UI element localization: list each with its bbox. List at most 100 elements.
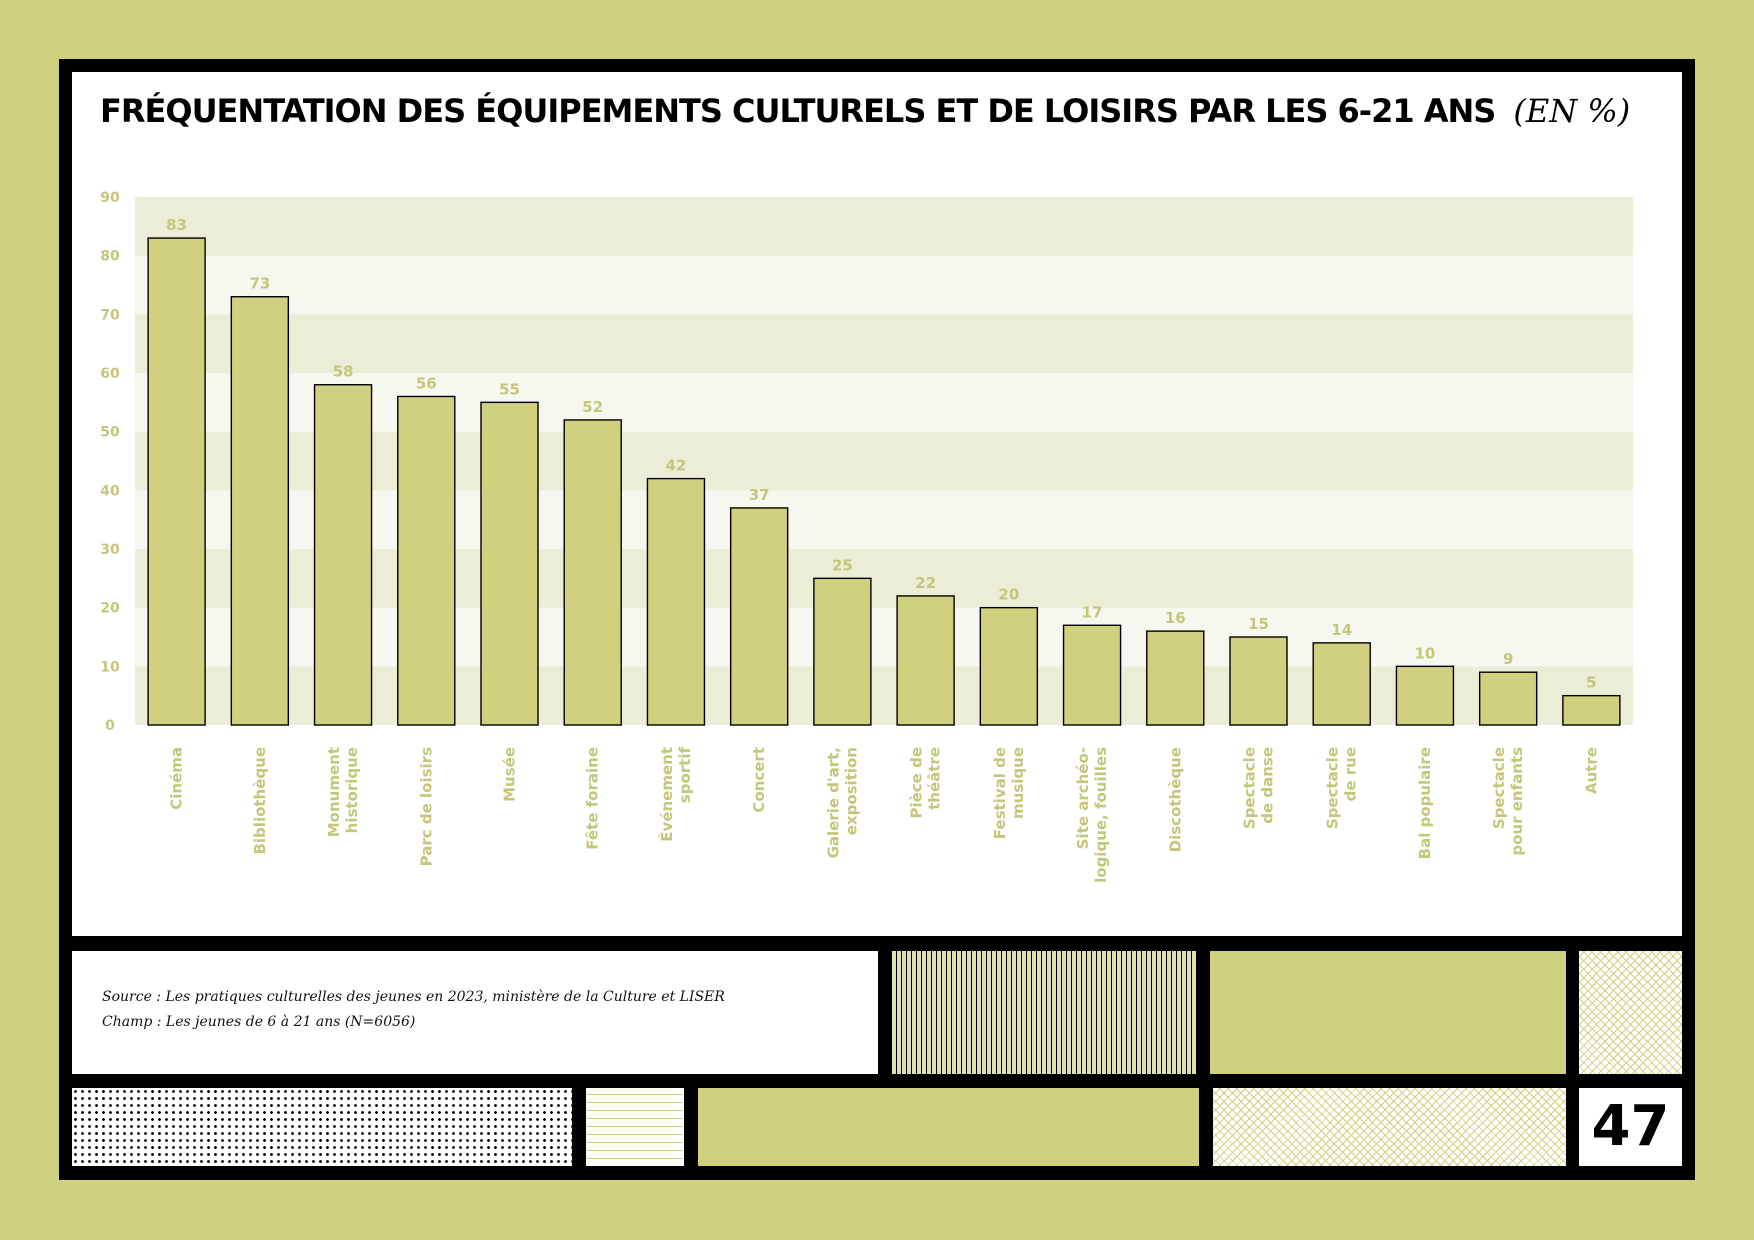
x-tick-label-line: Fête foraine <box>584 747 602 850</box>
data-label: 17 <box>1082 603 1103 621</box>
data-label: 16 <box>1165 609 1186 627</box>
data-label: 25 <box>832 556 853 574</box>
x-tick-label-line: Pièce de <box>908 747 926 819</box>
bar <box>1062 624 1122 726</box>
data-label: 73 <box>249 275 270 293</box>
data-label: 37 <box>749 486 770 504</box>
wavy-tile <box>586 1088 684 1166</box>
zigzag-tile-bottom <box>1213 1088 1566 1166</box>
striped-tile <box>891 951 1197 1074</box>
data-label: 42 <box>666 457 687 475</box>
green-tile-bottom <box>698 1088 1199 1166</box>
data-label: 56 <box>416 374 437 392</box>
y-tick-label: 20 <box>100 601 120 617</box>
data-label: 15 <box>1248 615 1269 633</box>
x-tick-label-line: Festival de <box>991 747 1009 839</box>
bar <box>1229 636 1288 726</box>
x-tick-label: Spectacle de rue <box>1324 747 1360 829</box>
dotted-tile <box>72 1088 572 1166</box>
y-tick-label: 10 <box>100 659 120 675</box>
grid-band <box>135 607 1633 667</box>
x-tick-label: Bibliothèque <box>251 747 269 855</box>
bar <box>646 477 706 726</box>
bar <box>563 419 622 726</box>
x-tick-label-line: Parc de loisirs <box>417 747 435 866</box>
bar <box>1146 630 1205 726</box>
grid-band <box>135 549 1633 608</box>
x-tick-label-line: musique <box>1009 747 1027 819</box>
x-tick-label: Bal populaire <box>1416 747 1434 859</box>
x-tick-label-line: Site archéo- <box>1074 747 1092 849</box>
x-tick-label-line: Concert <box>750 747 768 813</box>
x-tick-label-line: de rue <box>1342 747 1360 801</box>
bar <box>480 401 539 726</box>
chart-title: FRÉQUENTATION DES ÉQUIPEMENTS CULTURELS … <box>100 92 1660 142</box>
bar <box>729 507 789 726</box>
x-tick-label: Autre <box>1582 747 1600 794</box>
bar <box>1562 694 1621 726</box>
bar <box>230 296 290 726</box>
x-tick-label-line: Événement <box>657 747 676 842</box>
grid-band <box>135 197 1633 256</box>
bar <box>313 384 373 726</box>
grid-band <box>135 314 1633 373</box>
bar <box>813 577 872 726</box>
x-tick-label-line: Spectacle <box>1490 747 1508 829</box>
bar <box>896 595 955 726</box>
y-tick-label: 0 <box>105 718 115 734</box>
x-tick-label-line: pour enfants <box>1508 747 1526 856</box>
x-tick-label-line: exposition <box>842 747 860 835</box>
x-tick-label: Spectacle pour enfants <box>1490 747 1526 856</box>
x-tick-label-line: Galerie d'art, <box>824 747 842 858</box>
data-label: 83 <box>166 216 187 234</box>
y-tick-label: 80 <box>100 249 120 265</box>
bar <box>1478 671 1538 726</box>
x-tick-label-line: Discothèque <box>1166 747 1184 852</box>
y-tick-label: 50 <box>100 425 120 441</box>
green-tile <box>1210 951 1566 1074</box>
x-tick-label-line: Bibliothèque <box>251 747 269 855</box>
data-label: 14 <box>1331 621 1352 639</box>
bar <box>1312 642 1371 726</box>
x-tick-label: Spectacle de danse <box>1241 747 1277 829</box>
x-tick-label-line: Spectacle <box>1241 747 1259 829</box>
x-tick-label-line: de danse <box>1259 747 1277 824</box>
x-tick-label: Monument historique <box>325 747 361 837</box>
x-tick-label: Parc de loisirs <box>417 747 435 866</box>
x-tick-label: Cinéma <box>168 747 186 810</box>
bar <box>1395 665 1455 726</box>
x-tick-label-line: Bal populaire <box>1416 747 1434 859</box>
data-label: 55 <box>499 380 520 398</box>
x-tick-label-line: Spectacle <box>1324 747 1342 829</box>
field-note: Champ : Les jeunes de 6 à 21 ans (N=6056… <box>102 1014 416 1030</box>
x-tick-label: Galerie d'art, exposition <box>824 747 860 858</box>
x-tick-label-line: Autre <box>1582 747 1600 794</box>
grid-band <box>135 431 1633 491</box>
grid-band <box>135 255 1633 315</box>
grid-band <box>135 666 1633 725</box>
bar <box>979 606 1039 726</box>
x-tick-label-line: Cinéma <box>168 747 186 810</box>
bar <box>147 237 206 726</box>
y-tick-label: 40 <box>100 483 120 499</box>
y-tick-label: 30 <box>100 542 120 558</box>
grid-band <box>135 373 1633 432</box>
x-tick-label: Festival de musique <box>991 747 1027 839</box>
data-label: 5 <box>1586 674 1596 692</box>
source-note: Source : Les pratiques culturelles des j… <box>102 989 725 1005</box>
data-label: 10 <box>1415 644 1436 662</box>
grid-band <box>135 490 1633 549</box>
y-tick-label: 90 <box>100 190 120 206</box>
data-label: 52 <box>582 398 603 416</box>
x-tick-label: Musée <box>501 747 519 802</box>
y-tick-label: 70 <box>100 307 120 323</box>
x-tick-label-line: Musée <box>501 747 519 802</box>
x-tick-label-line: logique, fouilles <box>1092 747 1110 883</box>
data-label: 22 <box>915 574 936 592</box>
x-tick-label: Discothèque <box>1166 747 1184 852</box>
x-tick-label: Site archéo-logique, fouilles <box>1074 747 1110 883</box>
bar <box>397 395 456 726</box>
x-tick-label-line: historique <box>343 747 361 833</box>
chart-title-main: FRÉQUENTATION DES ÉQUIPEMENTS CULTURELS … <box>100 92 1496 130</box>
